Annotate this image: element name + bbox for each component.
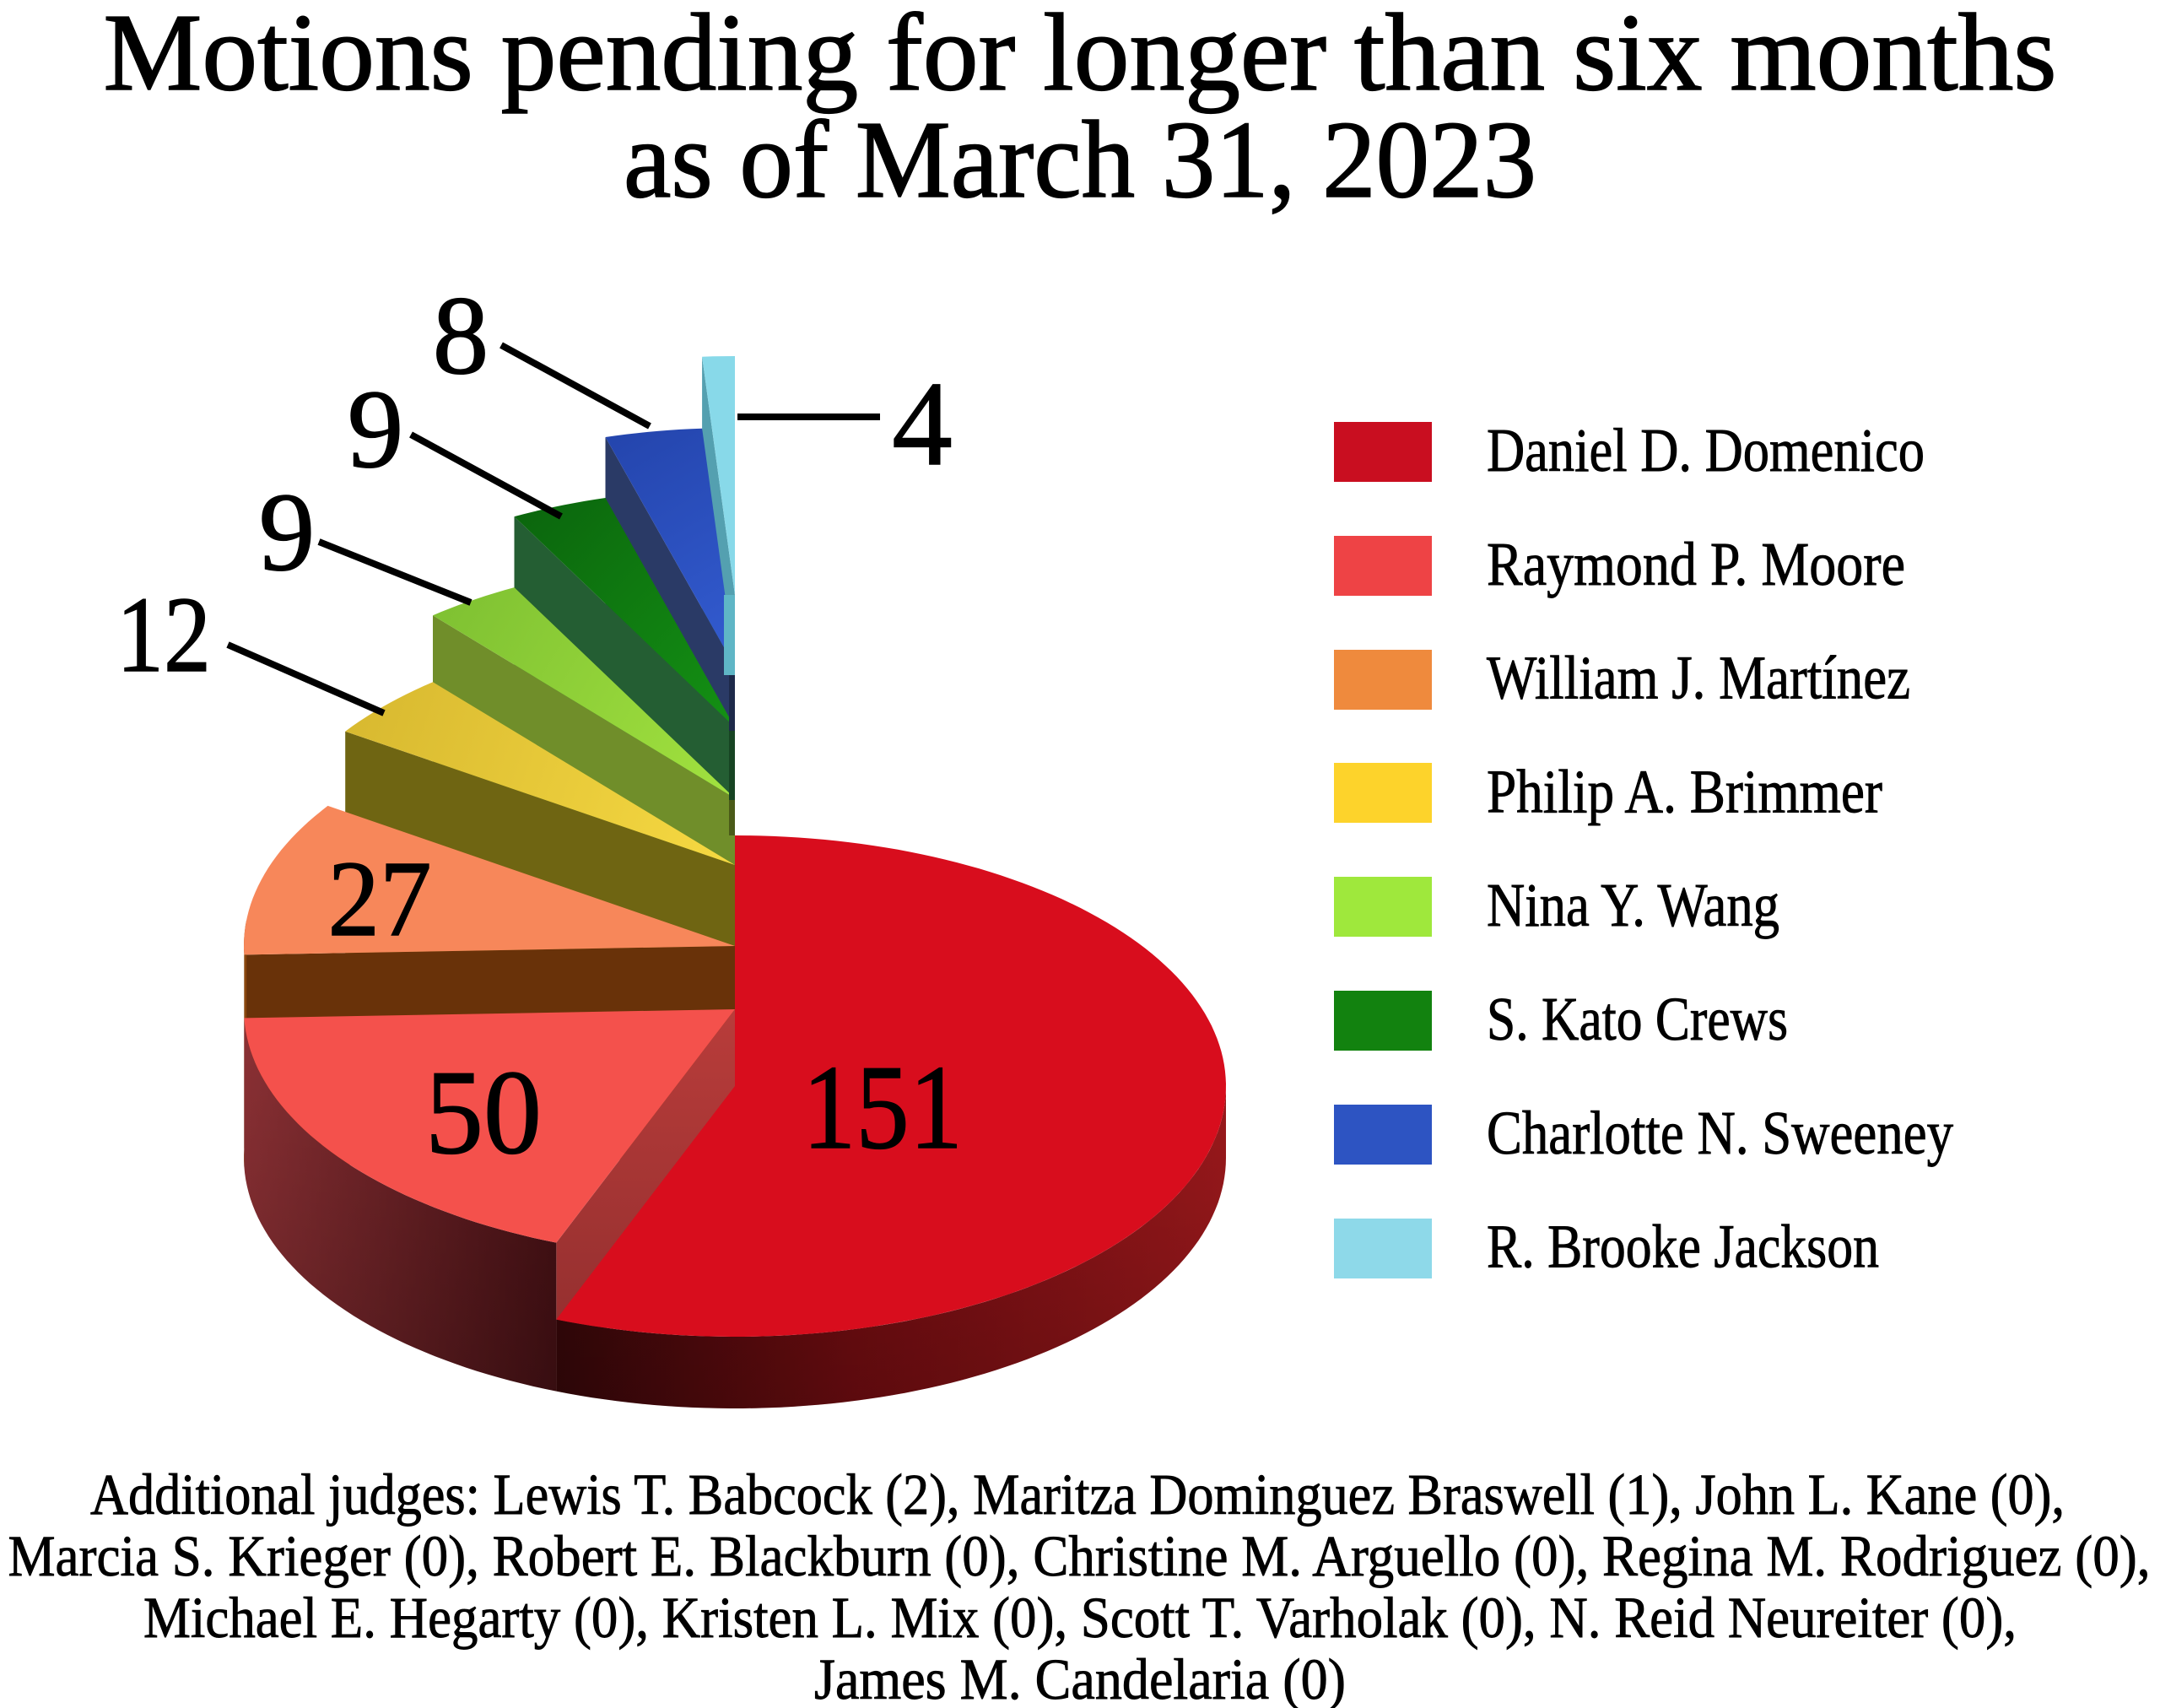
svg-text:27: 27 [328,839,432,959]
svg-text:as of March 31, 2023: as of March 31, 2023 [624,99,1536,221]
svg-text:8: 8 [433,273,489,397]
svg-text:4: 4 [892,357,953,490]
svg-text:Charlotte N. Sweeney: Charlotte N. Sweeney [1487,1099,1953,1167]
svg-text:151: 151 [802,1040,963,1174]
svg-text:Raymond P. Moore: Raymond P. Moore [1487,530,1905,598]
svg-text:S. Kato Crews: S. Kato Crews [1487,985,1788,1053]
svg-text:50: 50 [425,1046,542,1179]
svg-text:9: 9 [348,366,404,491]
svg-text:Marcia S. Krieger (0), Robert: Marcia S. Krieger (0), Robert E. Blackbu… [8,1524,2151,1588]
svg-text:Philip A. Brimmer: Philip A. Brimmer [1487,757,1882,825]
svg-text:Daniel D. Domenico: Daniel D. Domenico [1487,416,1925,484]
svg-text:Additional judges: Lewis T. Ba: Additional judges: Lewis T. Babcock (2),… [90,1462,2065,1527]
svg-text:Nina Y. Wang: Nina Y. Wang [1487,871,1779,939]
svg-text:William J. Martínez: William J. Martínez [1487,644,1910,712]
svg-text:12: 12 [116,575,211,695]
svg-text:James M. Candelaria (0): James M. Candelaria (0) [814,1647,1346,1708]
svg-text:9: 9 [259,469,316,594]
svg-text:R. Brooke Jackson: R. Brooke Jackson [1487,1213,1879,1281]
svg-text:Michael E. Hegarty (0), Kriste: Michael E. Hegarty (0), Kristen L. Mix (… [143,1586,2017,1650]
svg-text:Motions pending for longer tha: Motions pending for longer than six mont… [104,0,2057,114]
